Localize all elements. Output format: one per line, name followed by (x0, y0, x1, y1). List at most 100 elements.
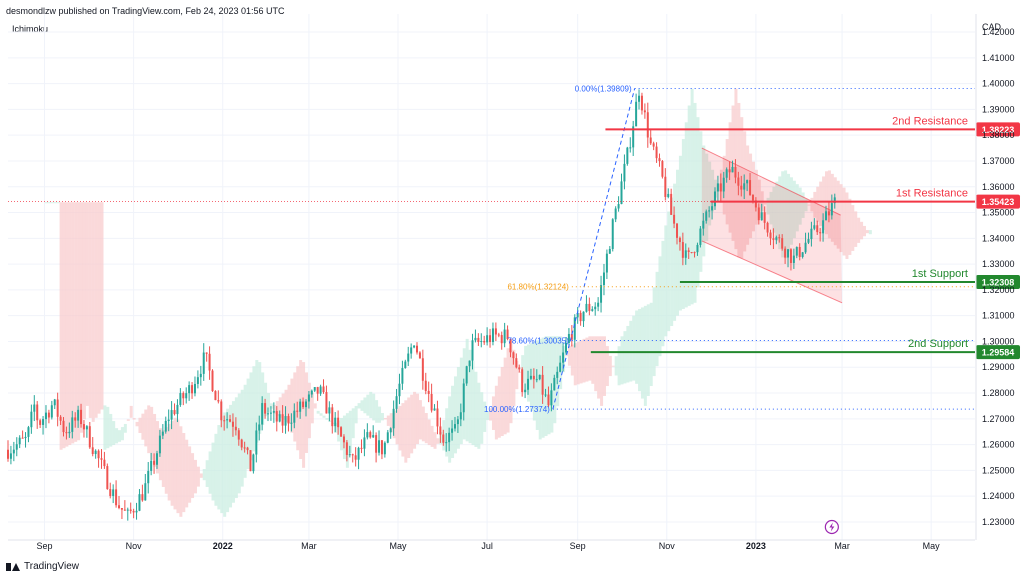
candle-body (118, 505, 121, 509)
candle-body (579, 312, 582, 322)
x-tick-label: Sep (37, 541, 53, 551)
cloud-segment (424, 413, 428, 444)
cloud-segment (132, 417, 136, 420)
cloud-segment (605, 346, 609, 387)
candle-body (664, 176, 667, 197)
cloud-segment (833, 177, 837, 246)
cloud-segment (258, 362, 262, 434)
cloud-segment (389, 413, 393, 433)
level-name-label: 2nd Resistance (892, 115, 968, 127)
cloud-segment (705, 153, 709, 241)
candle-body (357, 447, 360, 460)
cloud-segment (772, 186, 776, 233)
cloud-segment (53, 202, 57, 204)
cloud-segment (465, 338, 469, 442)
cloud-segment (480, 392, 484, 444)
candle-body (696, 244, 699, 253)
candle-body (316, 387, 319, 394)
cloud-segment (383, 417, 387, 420)
candlesticks (7, 89, 975, 521)
candle-body (582, 311, 585, 322)
candle-body (462, 383, 465, 413)
cloud-segment (711, 169, 715, 212)
cloud-segment (801, 192, 805, 218)
cloud-segment (594, 336, 598, 392)
candle-body (416, 345, 419, 353)
cloud-segment (380, 413, 384, 421)
cloud-segment (404, 400, 408, 463)
y-tick-label: 1.23000 (982, 517, 1015, 527)
candle-body (155, 453, 158, 465)
cloud-segment (97, 202, 101, 414)
candle-body (378, 440, 381, 453)
cloud-segment (860, 221, 864, 240)
cloud-segment (512, 349, 516, 407)
candle-body (126, 509, 129, 511)
footer-brand[interactable]: TradingView (6, 561, 79, 572)
candle-body (158, 435, 161, 454)
candle-body (74, 417, 77, 421)
candle-body (261, 403, 264, 425)
cloud-segment (509, 338, 513, 424)
cloud-segment (635, 310, 639, 384)
y-tick-label: 1.36000 (982, 182, 1015, 192)
candle-body (351, 454, 354, 456)
candle-body (129, 509, 132, 511)
candle-body (588, 303, 591, 311)
candle-body (751, 194, 754, 201)
y-tick-label: 1.24000 (982, 491, 1015, 501)
candle-body (559, 362, 562, 372)
candle-body (506, 329, 509, 340)
candle-body (433, 408, 436, 411)
candle-body (380, 440, 383, 455)
candle-body (33, 404, 36, 412)
candle-body (153, 460, 156, 465)
cloud-segment (693, 102, 697, 303)
candle-body (15, 444, 18, 450)
cloud-segment (684, 122, 688, 308)
candle-body (816, 225, 819, 233)
cloud-segment (199, 473, 203, 478)
candle-body (509, 339, 512, 353)
candle-body (77, 409, 80, 421)
candle-body (652, 143, 655, 147)
cloud-segment (173, 417, 177, 510)
cloud-segment (170, 420, 174, 506)
candle-body (44, 412, 47, 420)
candle-body (226, 419, 229, 421)
candle-body (711, 206, 714, 211)
candle-body (106, 466, 109, 490)
candle-body (82, 424, 85, 430)
candle-body (787, 249, 790, 258)
cloud-segment (176, 419, 180, 514)
cloud-segment (185, 439, 189, 508)
fibonacci-retracement: 0.00%(1.39809) 61.80%(1.32124) 78.60%(1.30… (484, 85, 975, 414)
cloud-segment (503, 357, 507, 435)
indicator-label-ichimoku[interactable]: Ichimoku (12, 24, 49, 34)
candle-body (716, 183, 719, 192)
candle-body (445, 442, 448, 444)
channel-upper-line (701, 147, 841, 216)
level-price-tag-label: 1.35423 (982, 197, 1015, 207)
cloud-segment (430, 425, 434, 447)
candle-body (833, 197, 836, 204)
cloud-segment (819, 181, 823, 226)
cloud-segment (582, 338, 586, 383)
candle-body (340, 427, 343, 437)
cloud-segment (103, 405, 107, 450)
candle-body (594, 306, 597, 310)
cloud-segment (456, 367, 460, 449)
candle-body (147, 470, 150, 484)
candle-body (243, 447, 246, 449)
cloud-segment (386, 415, 390, 426)
cloud-segment (214, 433, 218, 506)
cloud-segment (208, 451, 212, 494)
candle-body (643, 110, 646, 113)
cloud-segment (468, 349, 472, 444)
cloud-segment (632, 315, 636, 381)
cloud-segment (687, 105, 691, 306)
cloud-segment (167, 423, 171, 501)
cloud-segment (249, 372, 253, 461)
cloud-segment (789, 177, 793, 245)
